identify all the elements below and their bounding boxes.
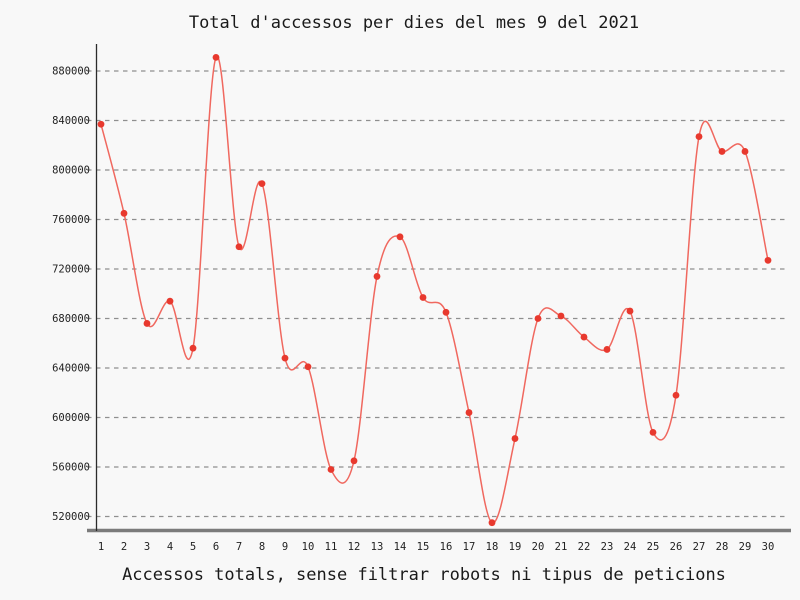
- chart-title: Total d'accessos per dies del mes 9 del …: [189, 13, 639, 33]
- x-tick-label: 11: [325, 541, 338, 553]
- x-tick-label: 12: [348, 541, 361, 553]
- data-point: [534, 315, 542, 322]
- data-point: [373, 273, 381, 280]
- x-tick-label: 13: [371, 541, 384, 553]
- x-tick-label: 27: [693, 541, 706, 553]
- x-tick-label: 5: [190, 541, 196, 553]
- data-point: [465, 409, 473, 416]
- data-point: [120, 209, 128, 217]
- y-tick-label: 840000: [52, 115, 90, 127]
- data-point: [764, 256, 772, 264]
- data-point: [97, 120, 105, 128]
- x-tick-label: 16: [440, 541, 453, 553]
- data-point: [580, 333, 588, 341]
- y-tick-label: 520000: [52, 511, 90, 523]
- data-series-layer: [97, 53, 772, 527]
- y-tick-label: 760000: [52, 214, 90, 226]
- x-tick-label: 8: [259, 541, 265, 553]
- x-tick-label: 25: [647, 541, 660, 553]
- data-point: [442, 308, 450, 316]
- x-tick-label: 9: [282, 541, 288, 553]
- x-tick-label: 21: [555, 541, 568, 553]
- x-tick-label: 26: [670, 541, 683, 553]
- data-point: [166, 297, 174, 305]
- data-point: [350, 457, 358, 465]
- data-point: [672, 391, 680, 399]
- data-point: [189, 344, 197, 352]
- y-tick-label: 560000: [52, 462, 90, 474]
- x-tick-label: 24: [624, 541, 637, 553]
- x-tick-label: 28: [716, 541, 729, 553]
- tick-labels-layer: 520000 560000 600000 640000 680000 720000 7600…: [52, 66, 774, 554]
- x-tick-label: 22: [578, 541, 591, 553]
- y-tick-label: 720000: [52, 264, 90, 276]
- x-tick-label: 23: [601, 541, 614, 553]
- data-point: [327, 466, 335, 473]
- axes-layer: [87, 44, 791, 533]
- chart-caption: Accessos totals, sense filtrar robots ni…: [122, 565, 726, 585]
- y-tick-label: 600000: [52, 412, 90, 424]
- series-line: [100, 55, 769, 524]
- x-tick-label: 14: [394, 541, 407, 553]
- x-tick-label: 18: [486, 541, 499, 553]
- data-point: [603, 346, 611, 353]
- data-point: [419, 294, 427, 301]
- data-point: [695, 133, 703, 140]
- x-tick-label: 17: [463, 541, 476, 553]
- data-point: [488, 519, 496, 527]
- x-tick-label: 1: [98, 541, 104, 553]
- data-point: [649, 428, 657, 436]
- data-point: [304, 363, 312, 371]
- data-point: [511, 435, 519, 442]
- x-tick-label: 15: [417, 541, 430, 553]
- x-tick-label: 3: [144, 541, 150, 553]
- data-point: [557, 312, 565, 320]
- y-tick-label: 680000: [52, 313, 90, 325]
- data-point: [626, 307, 634, 315]
- y-tick-label: 880000: [52, 66, 90, 78]
- data-point: [212, 53, 220, 61]
- data-point: [143, 320, 151, 327]
- data-point: [235, 243, 243, 251]
- x-tick-label: 2: [121, 541, 127, 553]
- gridlines-layer: [87, 70, 786, 518]
- x-tick-label: 29: [739, 541, 752, 553]
- x-tick-label: 10: [302, 541, 315, 553]
- x-tick-label: 6: [213, 541, 219, 553]
- x-tick-label: 4: [167, 541, 173, 553]
- x-tick-label: 30: [762, 541, 775, 553]
- data-point: [718, 148, 726, 155]
- x-tick-label: 20: [532, 541, 545, 553]
- y-tick-label: 800000: [52, 165, 90, 177]
- data-point: [281, 354, 289, 362]
- data-point: [258, 180, 266, 188]
- x-tick-label: 7: [236, 541, 242, 553]
- data-point: [396, 233, 404, 241]
- y-tick-label: 640000: [52, 363, 90, 375]
- data-point: [741, 148, 749, 155]
- x-tick-label: 19: [509, 541, 522, 553]
